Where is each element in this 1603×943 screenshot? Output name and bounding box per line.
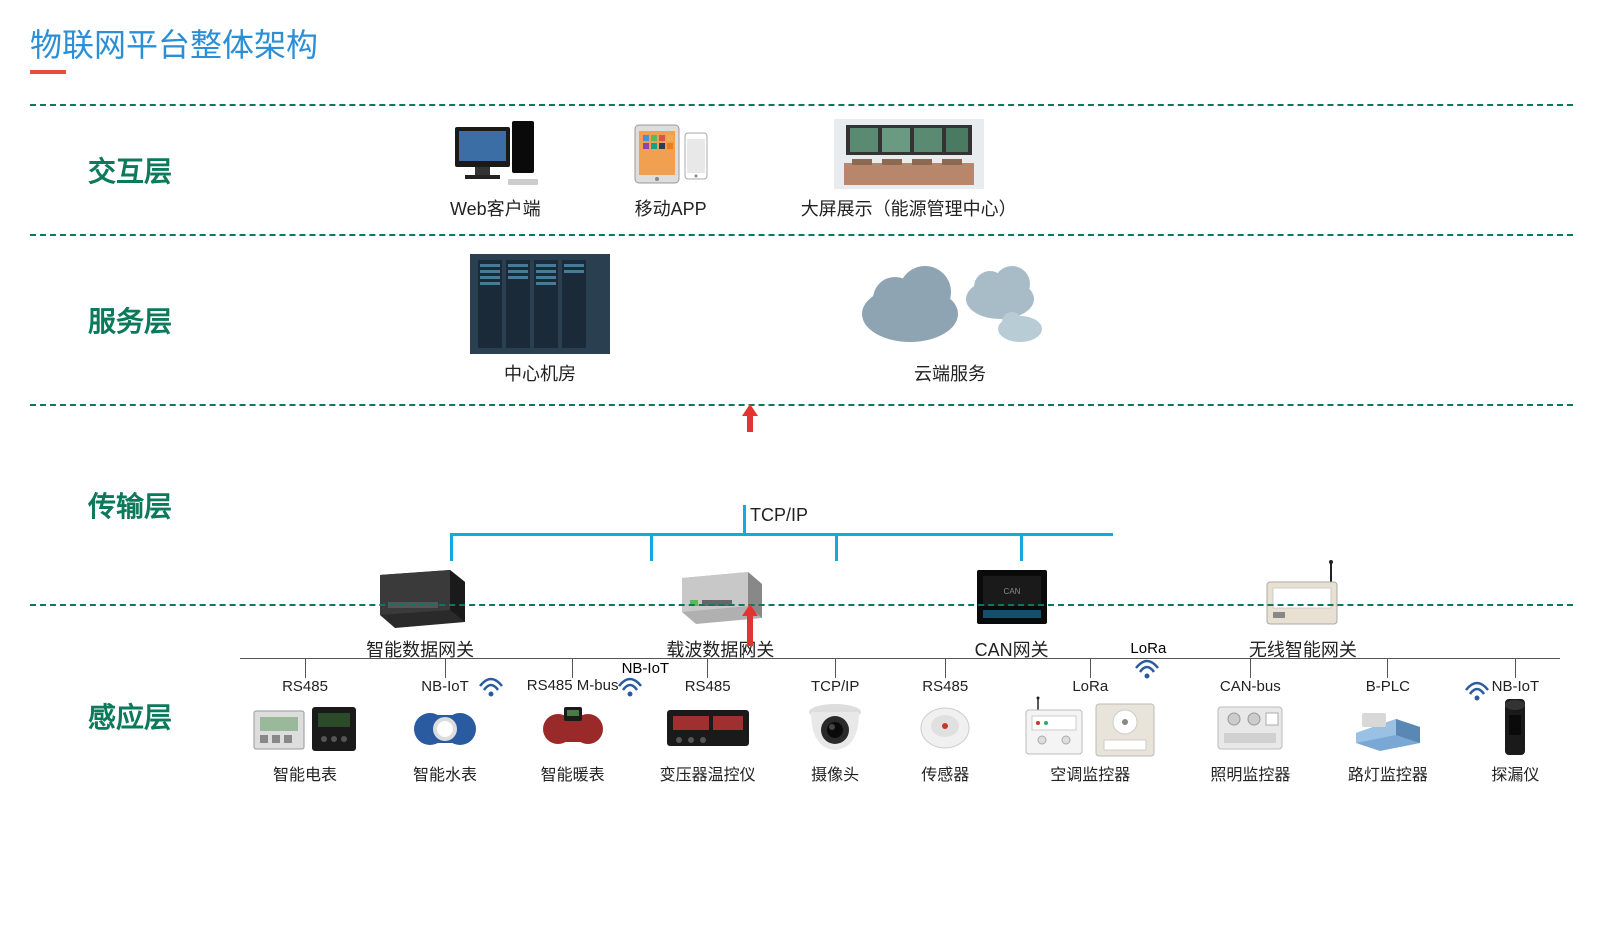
camera-dome-icon xyxy=(805,697,865,757)
secondary-protocol-label: LoRa xyxy=(1130,640,1166,657)
ac-controller-icon xyxy=(1020,697,1160,757)
item-label: 中心机房 xyxy=(504,360,576,386)
layer-label-sensing: 感应层 xyxy=(30,616,230,736)
item-label: 大屏展示（能源管理中心） xyxy=(801,195,1017,221)
protocol-label: RS485 M-bus xyxy=(527,678,619,695)
control-room-icon xyxy=(834,119,984,189)
layer-transport: 传输层 TCP/IP xyxy=(30,404,1573,604)
item-temp-controller: RS485 变压器温控仪 xyxy=(648,658,768,785)
server-room-icon xyxy=(470,254,610,354)
layer-service: 服务层 中心机房 xyxy=(30,234,1573,404)
layer-label-service: 服务层 xyxy=(30,300,230,340)
wifi-icon xyxy=(1464,680,1490,702)
svg-text:CAN: CAN xyxy=(1003,587,1020,596)
arrow-up-icon xyxy=(742,404,758,432)
item-mobile-app: 移动APP xyxy=(631,119,711,221)
protocol-label: B-PLC xyxy=(1366,678,1410,695)
leak-detector-icon xyxy=(1495,697,1535,757)
layer-label-interaction: 交互层 xyxy=(30,150,230,190)
item-water-meter: NB-IoT 智能水表 xyxy=(393,658,498,785)
layer-label-transport: 传输层 xyxy=(30,485,230,525)
protocol-label: RS485 xyxy=(282,678,328,695)
temp-controller-icon xyxy=(663,697,753,757)
page-title: 物联网平台整体架构 xyxy=(30,20,1573,66)
item-power-meter: RS485 智能电表 xyxy=(240,658,370,785)
item-label: Web客户端 xyxy=(450,195,541,221)
lighting-controller-icon xyxy=(1210,697,1290,757)
clouds-icon xyxy=(850,254,1050,354)
item-camera: TCP/IP 摄像头 xyxy=(790,658,880,785)
protocol-label: LoRa xyxy=(1072,678,1108,695)
wifi-icon xyxy=(1134,658,1160,680)
protocol-label: NB-IoT xyxy=(1492,678,1540,695)
protocol-label: NB-IoT xyxy=(421,678,469,695)
item-label: 探漏仪 xyxy=(1491,761,1539,785)
item-cloud: 云端服务 xyxy=(850,254,1050,386)
bus-protocol-label: TCP/IP xyxy=(750,505,808,526)
power-meter-icon xyxy=(250,697,360,757)
streetlight-controller-icon xyxy=(1348,697,1428,757)
item-label: 智能暖表 xyxy=(541,761,605,785)
mobile-devices-icon xyxy=(631,119,711,189)
item-label: 变压器温控仪 xyxy=(660,761,756,785)
layer-sensing: 感应层 RS485 智能电表 xyxy=(30,604,1573,854)
item-label: 传感器 xyxy=(921,761,969,785)
item-label: 智能电表 xyxy=(273,761,337,785)
item-label: 移动APP xyxy=(635,195,707,221)
item-label: 路灯监控器 xyxy=(1348,761,1428,785)
item-big-screen: 大屏展示（能源管理中心） xyxy=(801,119,1017,221)
wifi-icon xyxy=(478,676,504,698)
item-lighting-controller: CAN-bus 照明监控器 xyxy=(1193,658,1308,785)
item-sensor: RS485 传感器 xyxy=(903,658,988,785)
item-streetlight-controller: B-PLC 路灯监控器 xyxy=(1330,658,1445,785)
smoke-sensor-icon xyxy=(917,697,973,757)
item-datacenter: 中心机房 xyxy=(470,254,610,386)
item-label: 空调监控器 xyxy=(1050,761,1130,785)
item-label: 摄像头 xyxy=(811,761,859,785)
desktop-pc-icon xyxy=(450,119,540,189)
heat-meter-icon xyxy=(538,697,608,757)
item-heat-meter: RS485 M-bus NB-IoT 智能暖表 xyxy=(520,658,625,785)
protocol-label: CAN-bus xyxy=(1220,678,1281,695)
layer-interaction: 交互层 Web客户端 xyxy=(30,104,1573,234)
item-label: 照明监控器 xyxy=(1210,761,1290,785)
protocol-label: RS485 xyxy=(922,678,968,695)
water-meter-icon xyxy=(410,697,480,757)
item-ac-controller: LoRa LoRa 空调监控器 xyxy=(1010,658,1170,785)
protocol-label: TCP/IP xyxy=(811,678,859,695)
item-web-client: Web客户端 xyxy=(450,119,541,221)
item-label: 智能水表 xyxy=(413,761,477,785)
item-label: 云端服务 xyxy=(914,360,986,386)
sensing-items-row: RS485 智能电表 NB-IoT xyxy=(230,658,1573,785)
title-underline xyxy=(30,70,66,74)
item-leak-detector: NB-IoT 探漏仪 xyxy=(1468,658,1563,785)
wifi-icon xyxy=(617,676,643,698)
protocol-label: RS485 xyxy=(685,678,731,695)
